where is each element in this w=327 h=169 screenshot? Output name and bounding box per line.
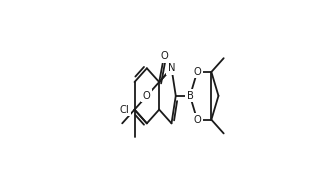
Text: O: O	[193, 67, 201, 77]
Text: O: O	[193, 115, 201, 125]
Text: O: O	[160, 51, 168, 61]
Text: B: B	[187, 91, 194, 101]
Text: N: N	[168, 63, 175, 73]
Text: Cl: Cl	[120, 105, 129, 115]
Text: O: O	[143, 91, 151, 101]
